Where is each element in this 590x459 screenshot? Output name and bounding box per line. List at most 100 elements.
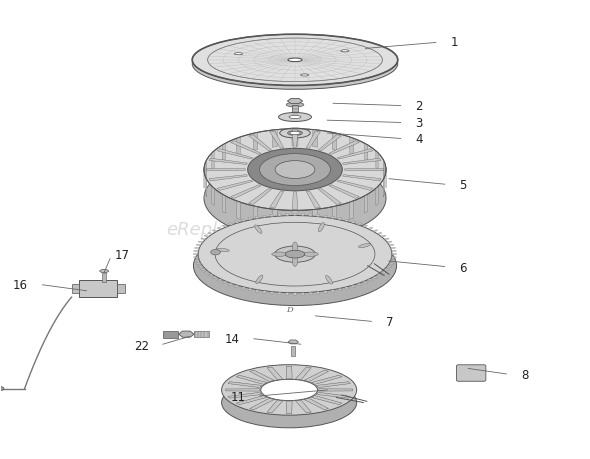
Polygon shape <box>330 217 335 219</box>
Polygon shape <box>386 241 392 243</box>
Ellipse shape <box>278 113 312 122</box>
Polygon shape <box>212 187 214 206</box>
Polygon shape <box>332 133 337 151</box>
Ellipse shape <box>280 129 310 139</box>
Ellipse shape <box>222 377 357 428</box>
Polygon shape <box>217 228 222 230</box>
Polygon shape <box>362 281 368 284</box>
Polygon shape <box>212 230 218 232</box>
Polygon shape <box>350 202 354 220</box>
Ellipse shape <box>300 75 309 77</box>
Polygon shape <box>179 331 194 337</box>
Polygon shape <box>292 192 298 210</box>
Polygon shape <box>345 169 384 171</box>
Ellipse shape <box>248 149 342 191</box>
Polygon shape <box>286 401 292 414</box>
Polygon shape <box>316 392 350 398</box>
Polygon shape <box>316 215 320 217</box>
Polygon shape <box>206 160 207 179</box>
Polygon shape <box>376 187 378 206</box>
Polygon shape <box>248 218 253 220</box>
Polygon shape <box>222 195 225 213</box>
Polygon shape <box>212 277 218 279</box>
Polygon shape <box>196 263 201 264</box>
Polygon shape <box>301 293 304 295</box>
Polygon shape <box>293 214 297 216</box>
Ellipse shape <box>288 131 302 136</box>
Polygon shape <box>312 396 342 405</box>
Polygon shape <box>306 191 320 209</box>
Polygon shape <box>270 292 274 294</box>
Polygon shape <box>248 289 253 291</box>
Polygon shape <box>319 189 342 205</box>
Polygon shape <box>309 292 312 295</box>
Polygon shape <box>383 178 384 197</box>
Polygon shape <box>222 225 228 228</box>
Polygon shape <box>231 185 261 199</box>
Ellipse shape <box>256 275 263 284</box>
Polygon shape <box>236 375 267 385</box>
Polygon shape <box>253 133 258 151</box>
FancyBboxPatch shape <box>457 365 486 381</box>
Ellipse shape <box>358 244 371 248</box>
Polygon shape <box>384 269 389 271</box>
Polygon shape <box>195 248 199 249</box>
Polygon shape <box>392 251 396 252</box>
Polygon shape <box>194 251 198 252</box>
Polygon shape <box>381 272 386 274</box>
Ellipse shape <box>292 242 298 254</box>
Ellipse shape <box>234 54 242 56</box>
Polygon shape <box>278 292 281 295</box>
Polygon shape <box>206 178 207 197</box>
Polygon shape <box>313 210 318 227</box>
Polygon shape <box>201 239 206 241</box>
Polygon shape <box>392 257 396 258</box>
Polygon shape <box>198 266 204 268</box>
Polygon shape <box>337 218 342 220</box>
Polygon shape <box>391 248 395 249</box>
Polygon shape <box>267 367 283 380</box>
Polygon shape <box>206 169 245 171</box>
Polygon shape <box>288 340 299 344</box>
Polygon shape <box>337 181 373 191</box>
Polygon shape <box>278 214 281 217</box>
Ellipse shape <box>292 255 298 267</box>
Ellipse shape <box>217 249 230 252</box>
Polygon shape <box>383 160 384 179</box>
Polygon shape <box>377 274 382 276</box>
Polygon shape <box>231 141 261 155</box>
Ellipse shape <box>290 132 300 135</box>
Polygon shape <box>212 151 214 171</box>
Polygon shape <box>319 389 353 391</box>
Ellipse shape <box>192 39 398 90</box>
FancyBboxPatch shape <box>117 284 125 293</box>
Polygon shape <box>376 151 378 171</box>
Polygon shape <box>217 149 253 160</box>
Text: 8: 8 <box>521 369 528 381</box>
Polygon shape <box>362 225 368 228</box>
Polygon shape <box>195 260 199 262</box>
Ellipse shape <box>286 103 304 108</box>
Polygon shape <box>198 241 204 243</box>
Polygon shape <box>296 367 311 380</box>
Ellipse shape <box>0 386 4 391</box>
Text: 1: 1 <box>451 36 458 50</box>
Polygon shape <box>263 291 267 294</box>
Polygon shape <box>332 207 337 224</box>
Text: 22: 22 <box>134 340 149 353</box>
Polygon shape <box>381 235 386 238</box>
Polygon shape <box>228 392 262 398</box>
Ellipse shape <box>275 246 315 263</box>
Polygon shape <box>241 287 245 290</box>
Polygon shape <box>345 219 349 222</box>
Text: D: D <box>286 305 293 313</box>
Polygon shape <box>389 263 394 264</box>
Ellipse shape <box>198 216 392 293</box>
Polygon shape <box>225 389 260 391</box>
Polygon shape <box>272 210 277 227</box>
Text: 2: 2 <box>415 100 423 113</box>
Polygon shape <box>253 207 258 224</box>
Ellipse shape <box>194 226 396 306</box>
Polygon shape <box>255 290 260 292</box>
Polygon shape <box>306 132 320 149</box>
